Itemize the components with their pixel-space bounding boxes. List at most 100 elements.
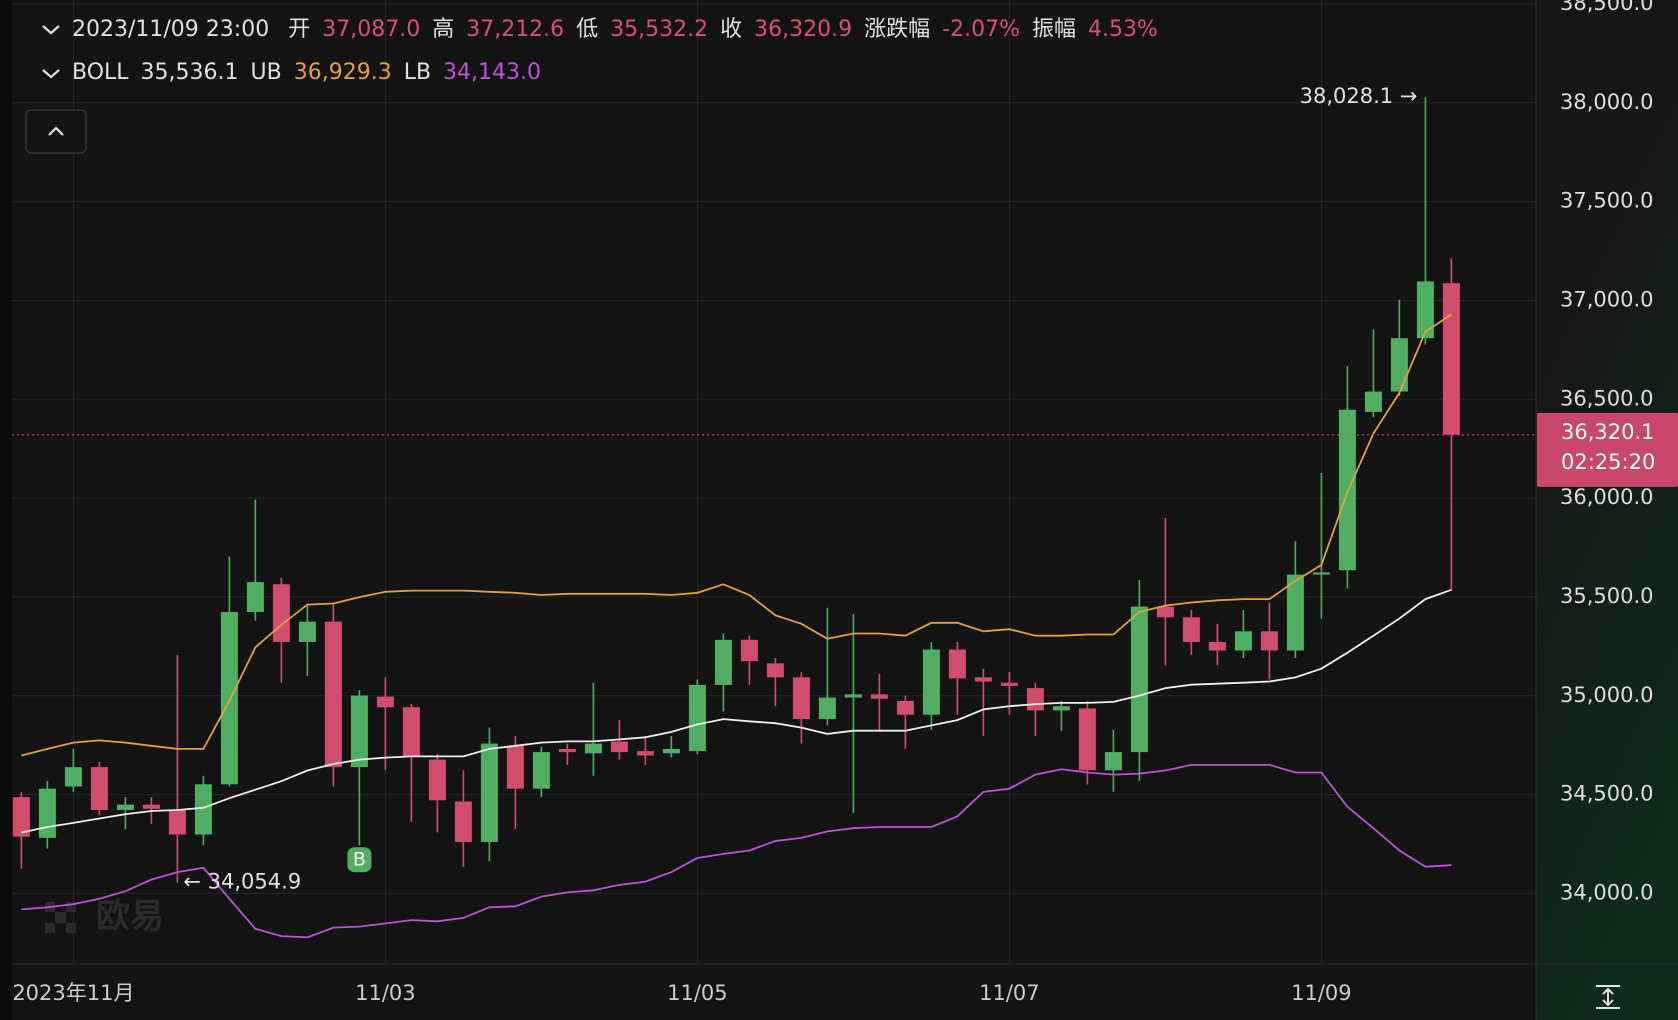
candle-body [532,752,550,789]
candle-body [376,696,394,708]
candle-body [1208,642,1226,651]
candle-body [1390,338,1408,392]
field-value: 35,532.2 [610,17,709,42]
field-name: 低 [576,17,599,42]
field-name: 振幅 [1031,17,1076,42]
field-value: 37,087.0 [322,17,421,42]
field-value: 36,320.9 [754,17,853,42]
chevron-down[interactable] [42,69,60,79]
countdown: 02:25:20 [1561,450,1655,474]
last-price-label: 36,320.1 [1561,420,1655,444]
candle-body [1182,617,1200,642]
candle-body [922,649,940,715]
y-tick-label: 35,500.0 [1560,584,1654,608]
legend-name: LB [403,60,432,85]
fit-icon[interactable] [1596,985,1620,1009]
x-tick-label: 11/09 [1291,981,1352,1005]
candle-body [844,694,862,698]
candle-body [116,804,134,811]
candle-body [454,801,472,843]
indicator-header: BOLL 35,536.1 UB 36,929.3 LB 34,143.0 [72,58,553,88]
candle-body [974,677,992,682]
candle-body [246,582,264,612]
candle-body [428,759,446,801]
candle-body [194,784,212,835]
candle-body [688,684,706,752]
field-name: 开 [288,17,311,42]
indicator-line [21,764,1452,939]
candle-body [1156,606,1174,618]
indicator-line [21,313,1452,757]
last-price-tag [1537,412,1678,487]
watermark-text: 欧易 [96,897,164,937]
buy-marker-label: B [353,849,366,871]
buy-marker [347,847,372,873]
candle-body [38,788,56,838]
icon-arrow [1602,987,1614,995]
candle-body [740,639,758,662]
logo-square [45,923,55,933]
x-tick-label: 11/07 [979,981,1040,1005]
high-annotation: 38,028.1 → [1300,84,1418,108]
candle-body [558,748,576,753]
candle-body [610,741,628,753]
candle-body [1000,682,1018,686]
plot [12,97,1460,939]
field-name: 高 [432,17,455,42]
field-name: 收 [720,17,743,42]
indicator-line [21,588,1452,834]
candle-body [168,810,186,835]
legend-value: 35,536.1 [140,60,239,85]
y-tick-label: 37,000.0 [1560,287,1654,311]
candle-body [1312,572,1330,575]
chevron-down[interactable] [42,25,60,35]
candle-body [480,743,498,843]
logo-square [55,912,66,923]
candle-body [12,797,30,837]
x-tick-label: 2023年11月 [12,981,134,1005]
legend-name: UB [250,60,282,85]
candle-body [298,621,316,642]
candle-body [948,649,966,679]
field-name: 涨跌幅 [864,17,931,42]
collapse-button[interactable] [25,109,87,154]
candle-body [402,707,420,757]
y-tick-label: 36,000.0 [1560,485,1654,509]
field-value: 37,212.6 [466,17,565,42]
button-frame[interactable] [25,109,87,154]
legend-name: BOLL [72,60,129,85]
candle-body [1416,281,1434,339]
candle-body [1364,391,1382,412]
y-tick-label: 38,500.0 [1560,0,1654,15]
y-tick-label: 36,500.0 [1560,386,1654,410]
candle-body [792,677,810,720]
logo-square [66,902,76,912]
candle-body [506,745,524,789]
candle-body [896,700,914,715]
candle-body [1260,631,1278,651]
logo-square [66,923,76,933]
candle-body [870,694,888,699]
legend-value: 34,143.0 [443,60,542,85]
candle-body [662,748,680,754]
icon-arrow [1602,999,1614,1007]
price-axis-bg [1536,0,1678,1020]
y-tick-label: 34,000.0 [1560,880,1654,904]
y-tick-label: 35,000.0 [1560,683,1654,707]
x-tick-label: 11/03 [355,981,416,1005]
chevron-up [48,126,64,136]
candle-body [272,584,290,642]
candle-body [142,804,160,809]
time: 2023/11/09 23:00 [72,17,270,42]
candle-body [714,639,732,685]
ohlc-header: 2023/11/09 23:00 开 37,087.0 高 37,212.6 低 35,5… [72,15,1170,45]
candle-body [1286,574,1304,651]
left-edge [0,0,12,1020]
candle-body [1130,606,1148,753]
field-value: -2.07% [942,17,1020,42]
candle-body [1442,283,1460,435]
field-value: 4.53% [1088,17,1158,42]
candle-body [1104,752,1122,771]
